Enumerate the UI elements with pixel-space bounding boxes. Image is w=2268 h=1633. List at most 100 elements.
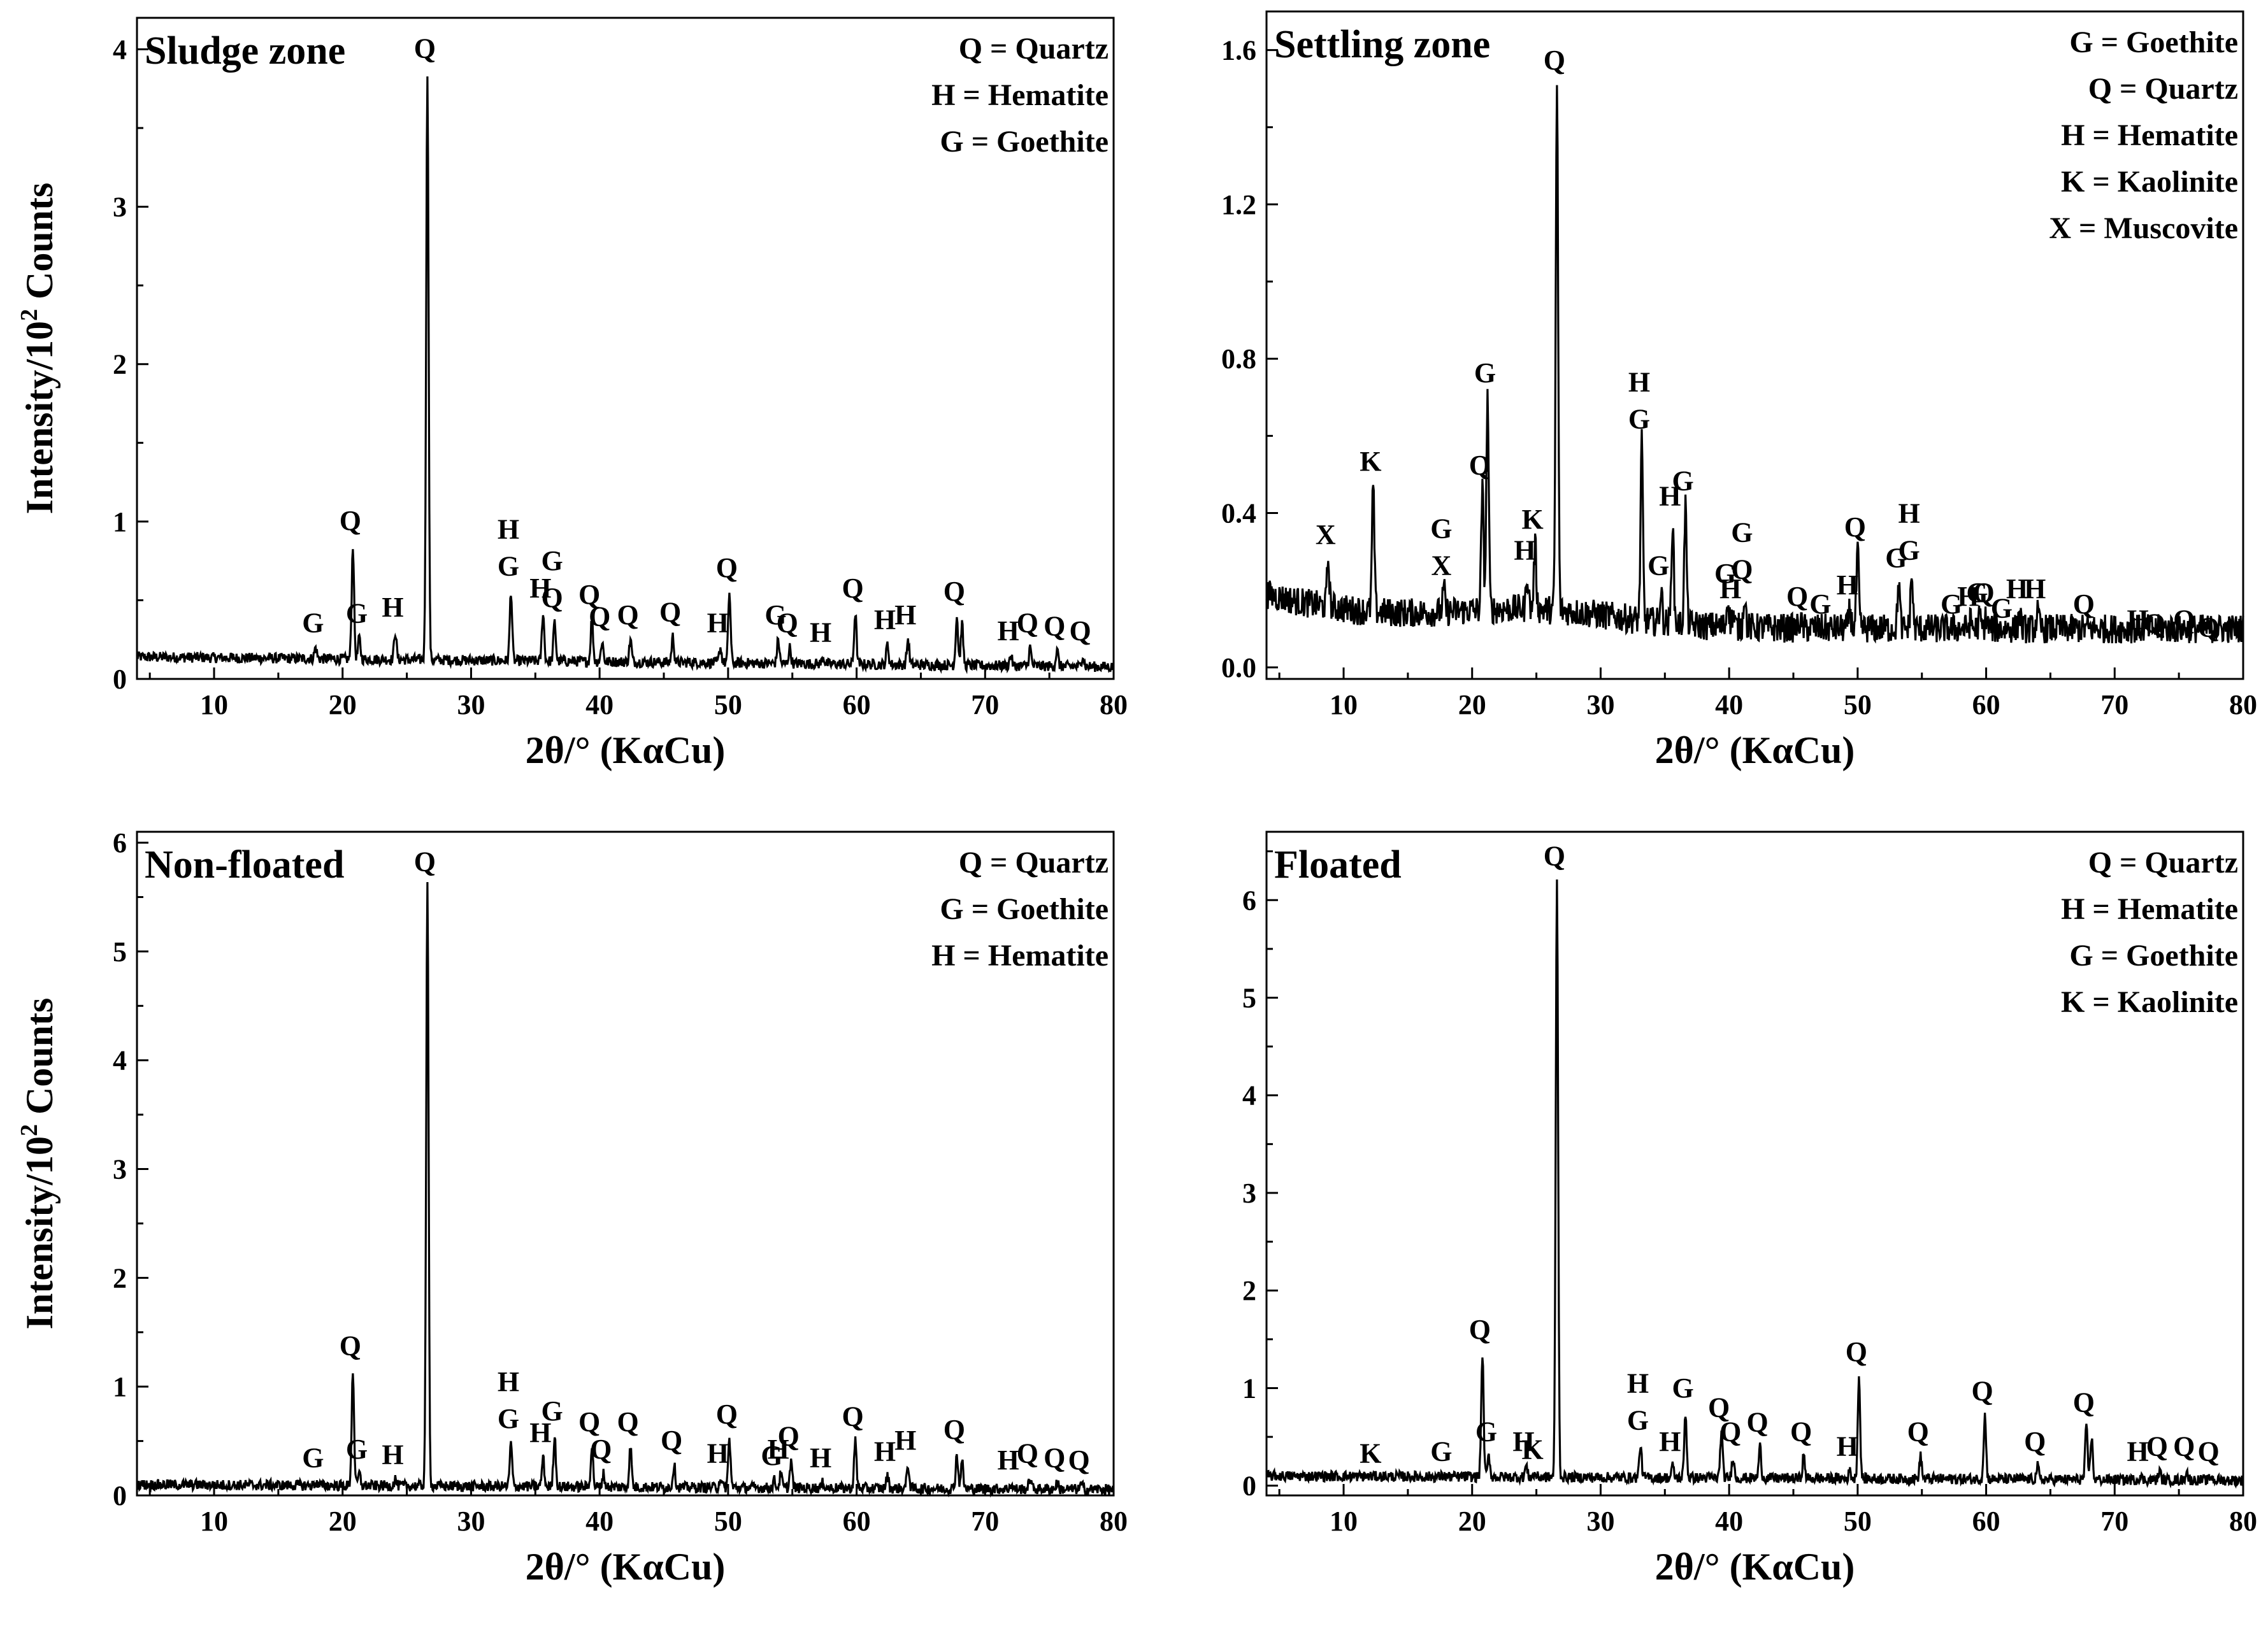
peak-label: G (541, 545, 563, 576)
x-tick-label: 80 (1100, 1506, 1128, 1537)
peak-label: G (302, 1443, 324, 1474)
y-axis-label-prefix: Intensity/10 (18, 321, 61, 514)
peak-label: Q (1907, 1416, 1929, 1448)
peak-label: Q (1971, 1375, 1993, 1406)
y-tick-label: 5 (113, 936, 127, 967)
peak-label: Q (1719, 1416, 1741, 1448)
peak-label: H (707, 608, 729, 639)
x-tick-label: 60 (843, 689, 871, 720)
peak-label: H (498, 514, 519, 545)
peak-label: H (1898, 497, 1920, 529)
y-tick-label: 2 (113, 349, 127, 380)
x-tick-label: 60 (1972, 1506, 2000, 1537)
peak-label: Q (1544, 45, 1565, 76)
x-tick-label: 30 (1586, 1506, 1614, 1537)
peak-label: Q (944, 1414, 965, 1445)
panel-settling-zone: 10 20 30 40 50 60 70 80 0.0 0.4 0.8 1.2 1.6 2θ/° (KαC… (1221, 10, 2257, 771)
x-tick-label: 50 (1844, 689, 1872, 720)
y-tick-label: 1 (113, 1371, 127, 1402)
peak-label: H (810, 1443, 831, 1474)
peak-label: Q (716, 552, 738, 583)
peak-label: H (2006, 573, 2028, 604)
legend-entry: K = Kaolinite (2061, 985, 2238, 1019)
peak-label: G (1885, 543, 1907, 574)
peak-label: G (346, 598, 368, 629)
legend-entry: H = Hematite (2061, 118, 2238, 152)
peak-label: G (1714, 558, 1736, 589)
x-tick-label: 80 (2229, 689, 2257, 720)
peak-label: H (894, 1425, 916, 1456)
y-tick-label: 2 (113, 1262, 127, 1294)
legend-entry: X = Muscovite (2049, 211, 2238, 245)
peak-label: Q (1469, 450, 1491, 481)
peak-label: K (1521, 504, 1543, 535)
peak-label: G (1475, 1416, 1497, 1448)
y-tick-label: 5 (1242, 983, 1256, 1014)
x-tick-label: 20 (1458, 689, 1486, 720)
peak-label: H (529, 1417, 551, 1448)
peak-label: Q (777, 608, 798, 639)
y-tick-label: 4 (113, 34, 127, 65)
peak-label: G (1809, 588, 1831, 620)
legend-entry: G = Goethite (940, 892, 1109, 926)
legend-entry: H = Hematite (931, 939, 1109, 973)
peak-label: Q (842, 1401, 863, 1432)
peak-label: H (2024, 573, 2046, 604)
x-tick-label: 40 (1715, 1506, 1743, 1537)
plot-frame (1265, 10, 2244, 680)
peak-label: Q (617, 599, 638, 631)
y-axis-label-suffix: Counts (18, 183, 61, 309)
peak-label: Q (2024, 1426, 2046, 1457)
x-tick-label: 70 (971, 1506, 999, 1537)
peak-label: Q (778, 1420, 800, 1451)
peak-label: Q (617, 1406, 638, 1437)
peak-label: H (1627, 1367, 1649, 1399)
peak-label: Q (414, 846, 436, 877)
peak-label: H (998, 615, 1019, 646)
x-tick-label: 80 (2229, 1506, 2257, 1537)
x-tick-label: 40 (585, 689, 614, 720)
legend-entry: G = Goethite (2069, 25, 2238, 59)
y-axis-label-exponent: 2 (16, 309, 43, 321)
y-tick-label: 6 (113, 827, 127, 859)
peak-label: Q (1790, 1416, 1812, 1448)
x-tick-label: 40 (1715, 689, 1743, 720)
peak-label: H (382, 592, 403, 623)
panel-non-floated: 10 20 30 40 50 60 70 80 0 1 2 3 4 5 6 2θ/° (KαCu) Intens… (16, 827, 1128, 1588)
y-axis-label: Intensity/102 Counts (16, 998, 61, 1330)
peak-label: Q (1846, 1336, 1867, 1367)
peak-label: Q (2073, 588, 2095, 620)
x-tick-label: 20 (329, 689, 357, 720)
peak-label: Q (578, 579, 600, 610)
legend-entry: Q = Quartz (959, 32, 1109, 66)
x-tick-label: 30 (457, 689, 485, 720)
x-tick-label: 70 (2100, 1506, 2128, 1537)
legend-entry: K = Kaolinite (2061, 165, 2238, 199)
peak-label: G (541, 1395, 563, 1427)
panel-title: Settling zone (1274, 23, 1490, 66)
legend-entry: G = Goethite (940, 125, 1109, 159)
x-axis-label: 2θ/° (KαCu) (1655, 1546, 1855, 1588)
panel-title: Non-floated (145, 843, 344, 887)
peak-label: K (1360, 446, 1381, 477)
y-axis-label-suffix: Counts (18, 998, 61, 1124)
peak-label: H (1514, 534, 1535, 566)
peak-label: Q (578, 1406, 600, 1437)
peak-label: Q (1544, 841, 1565, 872)
panel-floated: 10 20 30 40 50 60 70 80 0 1 2 3 4 5 6 2θ/° (KαCu) Floate… (1242, 831, 2257, 1588)
peak-label: H (1512, 1426, 1534, 1457)
legend-entry: H = Hematite (2061, 892, 2238, 926)
x-axis-label: 2θ/° (KαCu) (1655, 729, 1855, 771)
peak-label: Q (340, 505, 361, 536)
peak-label: G (1430, 513, 1452, 545)
x-tick-label: 20 (1458, 1506, 1486, 1537)
panel-title: Sludge zone (145, 29, 345, 73)
peak-label: G (1731, 517, 1753, 548)
peak-label: H (874, 604, 896, 636)
peak-label: Q (589, 601, 610, 632)
y-tick-label: 3 (113, 1154, 127, 1185)
x-tick-label: 50 (714, 1506, 742, 1537)
peak-label: H (2127, 1436, 2149, 1467)
x-tick-label: 20 (329, 1506, 357, 1537)
peak-label: G (1474, 357, 1496, 389)
